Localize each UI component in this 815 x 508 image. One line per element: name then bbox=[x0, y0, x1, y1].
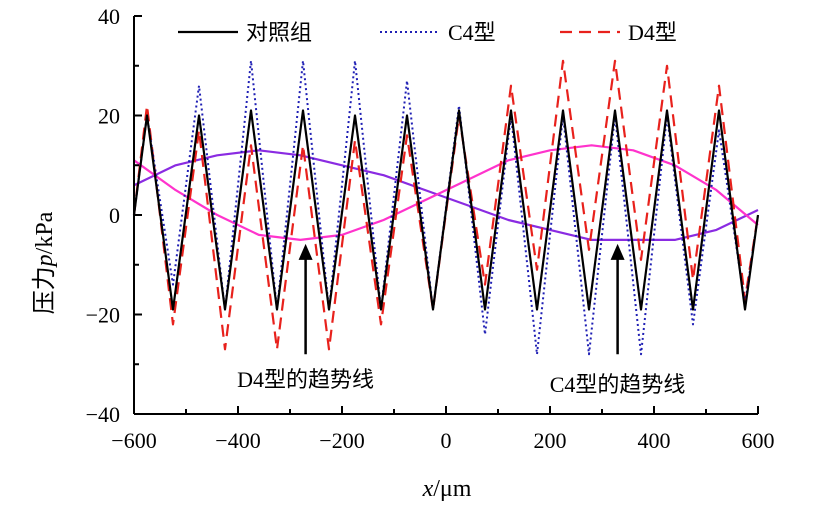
y-tick-label: 40 bbox=[98, 4, 120, 29]
x-tick-label: 600 bbox=[742, 428, 775, 453]
legend-label: D4型 bbox=[628, 20, 677, 45]
annotation-label: C4型的趋势线 bbox=[550, 372, 686, 397]
y-axis-prefix: 压力 bbox=[31, 266, 58, 314]
y-tick-label: 0 bbox=[109, 203, 120, 228]
series-line-control bbox=[132, 109, 760, 311]
x-tick-label: 200 bbox=[534, 428, 567, 453]
x-axis-title: x/μm bbox=[422, 476, 472, 502]
y-tick-label: −40 bbox=[86, 402, 120, 427]
plot-layer bbox=[132, 59, 760, 356]
x-tick-label: −400 bbox=[215, 428, 260, 453]
annotation-arrow-head bbox=[298, 243, 313, 260]
y-tick-label: −20 bbox=[86, 303, 120, 328]
y-axis-unit: /kPa bbox=[32, 211, 58, 254]
y-axis-title: 压力p/kPa bbox=[31, 211, 58, 314]
x-tick-label: −600 bbox=[111, 428, 156, 453]
x-tick-label: 400 bbox=[638, 428, 671, 453]
annotations: D4型的趋势线 C4型的趋势线 bbox=[237, 243, 686, 397]
x-axis-unit: /μm bbox=[433, 476, 472, 502]
x-axis-var: x bbox=[422, 476, 434, 502]
x-tick-label: 0 bbox=[441, 428, 452, 453]
annotation-arrow-head bbox=[610, 243, 625, 260]
legend-label: C4型 bbox=[448, 20, 496, 45]
annotation-label: D4型的趋势线 bbox=[237, 367, 374, 392]
series-line-d4 bbox=[132, 59, 760, 351]
legend-label: 对照组 bbox=[246, 20, 312, 45]
x-tick-label: −200 bbox=[319, 428, 364, 453]
series-line-c4-trend bbox=[133, 149, 759, 241]
y-tick-label: 20 bbox=[98, 104, 120, 129]
y-axis-var: p bbox=[32, 254, 58, 268]
series-line-d4-trend bbox=[133, 144, 759, 241]
legend: 对照组 C4型 D4型 bbox=[178, 20, 677, 45]
